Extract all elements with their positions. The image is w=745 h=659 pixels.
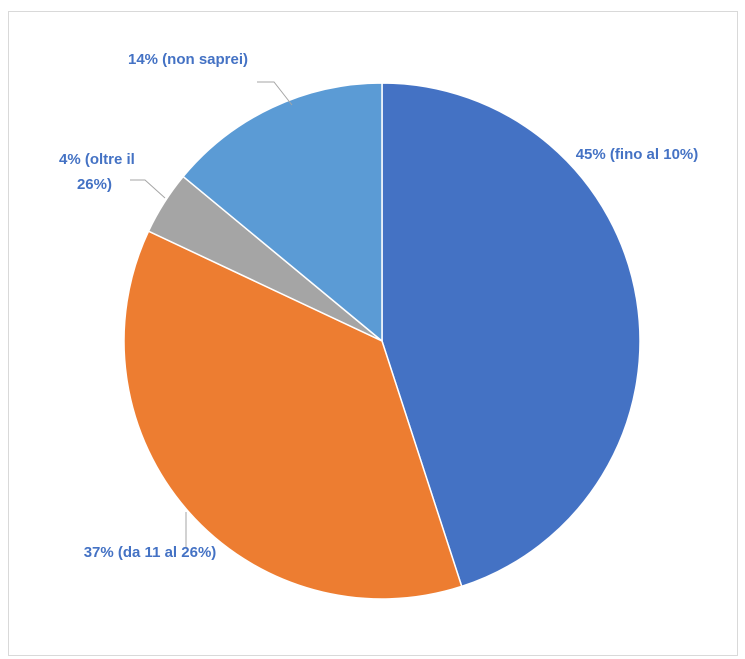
leader-line-non-saprei — [257, 81, 293, 106]
pie-slice-da-11-al-26 — [123, 230, 463, 600]
data-label-non-saprei: 14% (non saprei) — [128, 51, 248, 68]
pie-slice-fino-al-10 — [381, 82, 641, 588]
leader-lines — [130, 81, 293, 548]
leader-line-oltre-il-26 — [130, 179, 166, 199]
pie-slices — [123, 82, 641, 600]
data-labels: 45% (fino al 10%) 37% (da 11 al 26%) 4% (o… — [59, 51, 698, 561]
pie-slice-non-saprei — [182, 82, 383, 343]
data-label-oltre-il-26: 4% (oltre il 26%) — [59, 151, 135, 193]
data-label-fino-al-10: 45% (fino al 10%) — [576, 146, 699, 163]
data-label-da-11-al-26: 37% (da 11 al 26%) — [84, 544, 217, 561]
